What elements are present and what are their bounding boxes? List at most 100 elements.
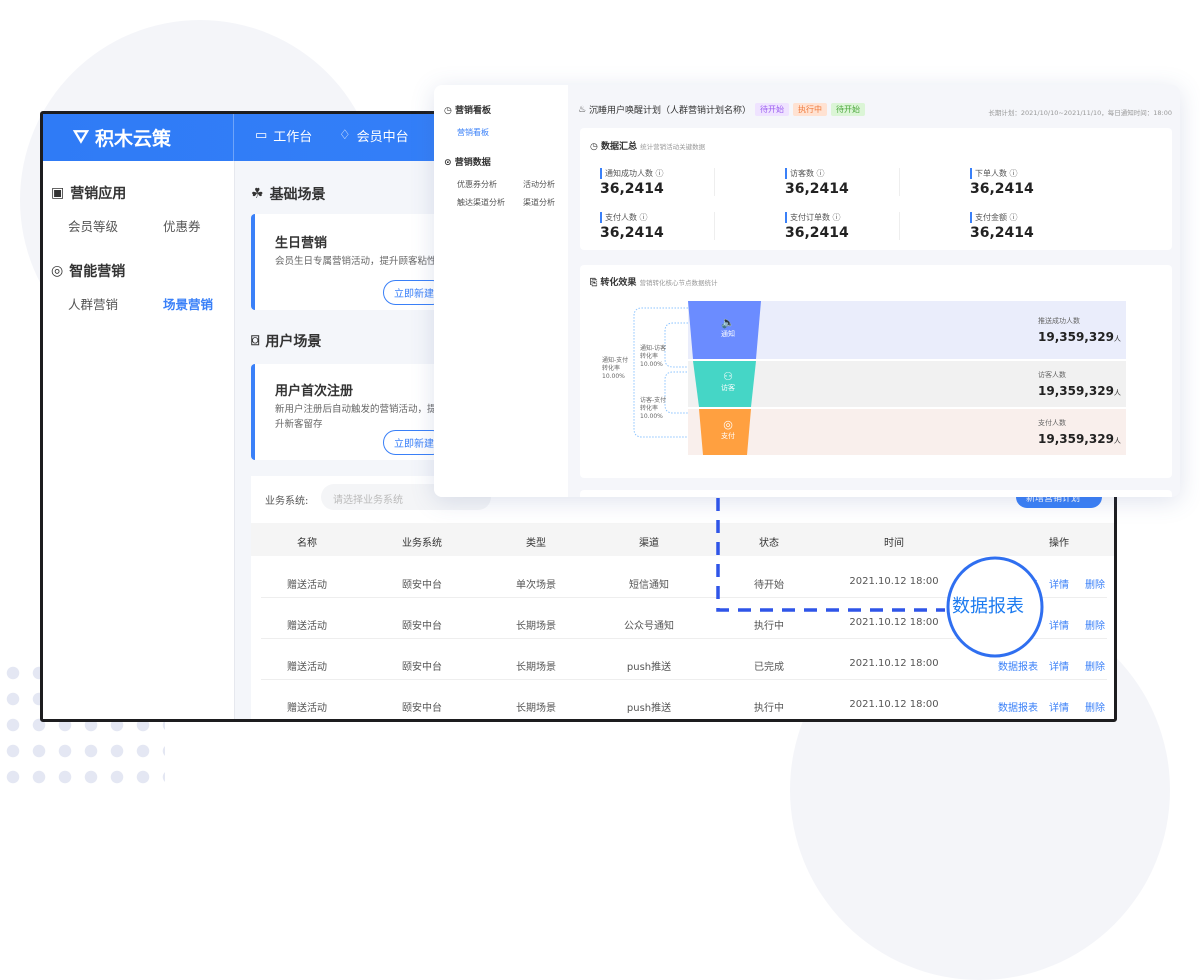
table-cell-channel: push推送 xyxy=(626,703,672,714)
table-cell-name: 赠送活动 xyxy=(287,703,327,714)
table-cell-status: 待开始 xyxy=(754,580,784,591)
sidebar-item-crowd-marketing[interactable]: 人群营销 xyxy=(68,297,119,312)
nav-group-data: ⊙ 营销数据 xyxy=(444,158,491,168)
sidebar-item-scene-marketing[interactable]: 场景营销 xyxy=(163,297,214,312)
table-action-delete[interactable]: 删除 xyxy=(1085,621,1105,632)
column-header: 业务系统 xyxy=(402,538,442,549)
chart-icon: ▣ xyxy=(51,185,65,201)
nav-item-coupon-analysis[interactable]: 优惠券分析 xyxy=(457,180,497,189)
speaker-icon: 🔈 xyxy=(721,316,735,329)
funnel-row-bg xyxy=(688,361,1126,407)
table-action-detail[interactable]: 详情 xyxy=(1049,703,1069,714)
table-action-report[interactable]: 数据报表 xyxy=(998,703,1038,714)
funnel-metric: 推送成功人数 19,359,329人 xyxy=(1038,317,1121,344)
table-cell-channel: push推送 xyxy=(626,662,672,673)
table-cell-status: 执行中 xyxy=(754,703,784,714)
kpi: 下单人数 ⓘ 36,2414 xyxy=(970,168,1034,197)
table-header xyxy=(251,523,1114,556)
help-icon: ⓘ xyxy=(1009,169,1018,178)
sidebar-group-marketing-apps: ▣ 营销应用 xyxy=(51,185,127,202)
conversion-rate: 访客-支付 转化率 10.00% xyxy=(640,397,667,420)
column-header: 类型 xyxy=(526,538,546,549)
funnel-icon: ⎘ xyxy=(590,278,598,288)
kpi: 通知成功人数 ⓘ 36,2414 xyxy=(600,168,664,197)
table-cell-system: 颐安中台 xyxy=(402,662,442,673)
table-cell-type: 长期场景 xyxy=(516,621,556,632)
table-cell-channel: 短信通知 xyxy=(629,580,669,591)
nav-member-center[interactable]: ♢ 会员中台 xyxy=(339,128,409,145)
status-tag: 执行中 xyxy=(792,103,827,116)
table-cell-system: 颐安中台 xyxy=(402,703,442,714)
section-user-scenes: ⌼ 用户场景 xyxy=(251,333,322,350)
sidebar-group-smart-marketing: ◎ 智能营销 xyxy=(51,263,126,280)
table-cell-time: 2021.10.12 18:00 xyxy=(849,699,939,710)
kpi: 支付人数 ⓘ 36,2414 xyxy=(600,212,664,241)
sidebar-item-member-level[interactable]: 会员等级 xyxy=(68,219,119,234)
column-header: 名称 xyxy=(297,538,317,549)
table-cell-time: 2021.10.12 18:00 xyxy=(849,617,939,628)
funnel-metric: 支付人数 19,359,329人 xyxy=(1038,419,1121,446)
table-cell-name: 赠送活动 xyxy=(287,662,327,673)
table-action-delete[interactable]: 删除 xyxy=(1085,580,1105,591)
table-action-report[interactable]: 数据报表 xyxy=(998,662,1038,673)
users-icon: ⚇ xyxy=(723,370,733,383)
funnel-stage-1 xyxy=(693,361,756,407)
logo[interactable]: ⛛ 积木云策 xyxy=(73,126,171,150)
sidebar-item-coupon[interactable]: 优惠券 xyxy=(163,219,201,234)
column-header: 渠道 xyxy=(639,538,659,549)
table-cell-channel: 公众号通知 xyxy=(624,621,674,632)
help-icon: ⓘ xyxy=(832,213,841,222)
table-cell-name: 赠送活动 xyxy=(287,580,327,591)
table-cell-status: 执行中 xyxy=(754,621,784,632)
table-cell-time: 2021.10.12 18:00 xyxy=(849,658,939,669)
status-tag: 待开始 xyxy=(754,103,789,116)
funnel-stage-2 xyxy=(699,409,751,455)
dashboard-overlay: ◷ 营销看板 营销看板 ⊙ 营销数据 优惠券分析 活动分析 触达渠道分析 渠道分… xyxy=(434,85,1180,497)
diamond-icon: ♢ xyxy=(339,128,351,143)
logo-icon: ⛛ xyxy=(73,126,89,148)
status-tag: 待开始 xyxy=(830,103,865,116)
column-header: 时间 xyxy=(884,538,904,549)
summary-card: ◷ 数据汇总 统计营销活动关键数据 通知成功人数 ⓘ 36,2414 访客数 ⓘ 36… xyxy=(580,128,1172,250)
funnel-stage-0 xyxy=(688,301,761,359)
table-cell-system: 颐安中台 xyxy=(402,621,442,632)
table-action-detail[interactable]: 详情 xyxy=(1049,621,1069,632)
funnel-metric: 访客人数 19,359,329人 xyxy=(1038,371,1121,398)
table-cell-type: 单次场景 xyxy=(516,580,556,591)
funnel-row-bg xyxy=(688,301,1126,359)
data-report-callout: 数据报表 xyxy=(952,596,1024,617)
kpi: 访客数 ⓘ 36,2414 xyxy=(785,168,849,197)
table-action-detail[interactable]: 详情 xyxy=(1049,662,1069,673)
network-icon: ◎ xyxy=(51,263,64,279)
monitor-icon: ▭ xyxy=(255,128,268,143)
table-cell-type: 长期场景 xyxy=(516,703,556,714)
nav-item-activity-analysis[interactable]: 活动分析 xyxy=(523,180,555,189)
user-scan-icon: ⌼ xyxy=(251,333,260,349)
table-action-delete[interactable]: 删除 xyxy=(1085,662,1105,673)
section-basic-scenes: ☘ 基础场景 xyxy=(251,186,326,203)
conversion-rate: 通知-支付 转化率 10.00% xyxy=(602,357,629,380)
funnel-card: ⎘ 转化效果 营销转化核心节点数据统计 🔈 通知 推送成功人数 19,359,329人… xyxy=(580,265,1172,478)
table-action-detail[interactable]: 详情 xyxy=(1049,580,1069,591)
cluster-icon: ☘ xyxy=(251,186,264,202)
nav-item-reach-analysis[interactable]: 触达渠道分析 xyxy=(457,198,505,207)
table-action-delete[interactable]: 删除 xyxy=(1085,703,1105,714)
plan-icon: ♨ xyxy=(578,104,587,115)
nav-workbench[interactable]: ▭ 工作台 xyxy=(255,128,313,145)
help-icon: ⓘ xyxy=(816,169,825,178)
column-header: 状态 xyxy=(759,538,779,549)
help-icon: ⓘ xyxy=(1009,213,1018,222)
nav-group-board: ◷ 营销看板 xyxy=(444,106,492,116)
sidebar: ▣ 营销应用 会员等级 优惠券 ◎ 智能营销 人群营销 场景营销 xyxy=(43,161,235,719)
plan-meta: 长期计划：2021/10/10~2021/11/10，每日通知时间：18:00 xyxy=(988,109,1172,117)
nav-item-channel-analysis[interactable]: 渠道分析 xyxy=(523,198,555,207)
help-icon: ⓘ xyxy=(655,169,664,178)
plan-header: ♨ 沉睡用户唤醒计划（人群营销计划名称） 待开始 执行中 待开始 xyxy=(578,103,865,116)
overlay-nav: ◷ 营销看板 营销看板 ⊙ 营销数据 优惠券分析 活动分析 触达渠道分析 渠道分… xyxy=(434,85,568,497)
column-header: 操作 xyxy=(1049,538,1069,549)
table-cell-status: 已完成 xyxy=(754,662,784,673)
conversion-rate: 通知-访客 转化率 10.00% xyxy=(640,345,667,368)
help-icon: ⓘ xyxy=(639,213,648,222)
nav-item-board[interactable]: 营销看板 xyxy=(457,128,489,137)
table-cell-name: 赠送活动 xyxy=(287,621,327,632)
